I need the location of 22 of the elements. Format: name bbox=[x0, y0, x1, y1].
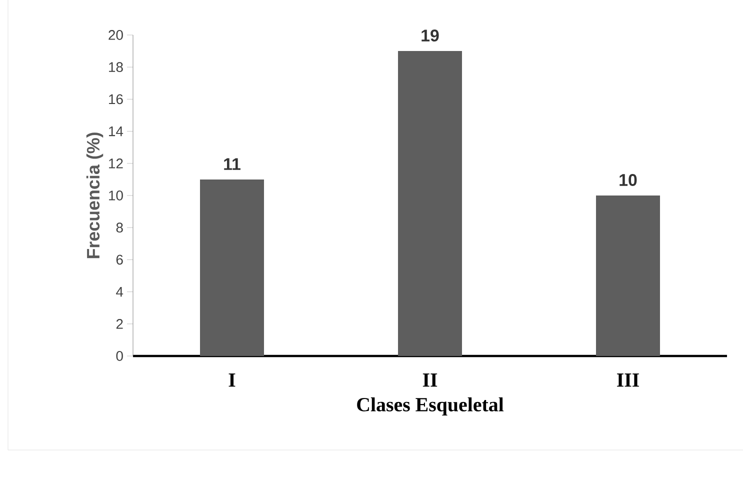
y-tick-label: 4 bbox=[116, 287, 124, 297]
data-label: 11 bbox=[224, 158, 240, 170]
y-tick-label: 6 bbox=[116, 254, 123, 265]
x-tick-label: I bbox=[228, 374, 236, 387]
x-axis-title: Clases Esqueletal bbox=[357, 397, 504, 416]
x-tick-label: II bbox=[422, 374, 438, 387]
data-label: 10 bbox=[620, 174, 637, 186]
bar bbox=[596, 196, 660, 356]
y-tick-label: 14 bbox=[109, 126, 124, 136]
y-tick-label: 0 bbox=[116, 351, 123, 361]
bar bbox=[398, 51, 462, 356]
bar bbox=[200, 179, 264, 356]
y-axis-title: Frecuencia (%) bbox=[86, 132, 104, 258]
data-label: 19 bbox=[422, 30, 439, 42]
x-tick-label: III bbox=[617, 374, 639, 387]
y-tick-label: 8 bbox=[116, 222, 123, 233]
y-tick-label: 12 bbox=[109, 158, 123, 168]
y-tick-label: 10 bbox=[109, 190, 123, 200]
y-tick-label: 20 bbox=[108, 30, 123, 40]
y-tick-label: 2 bbox=[116, 319, 123, 329]
y-tick-label: 18 bbox=[109, 62, 123, 72]
y-tick-label: 16 bbox=[109, 94, 123, 104]
